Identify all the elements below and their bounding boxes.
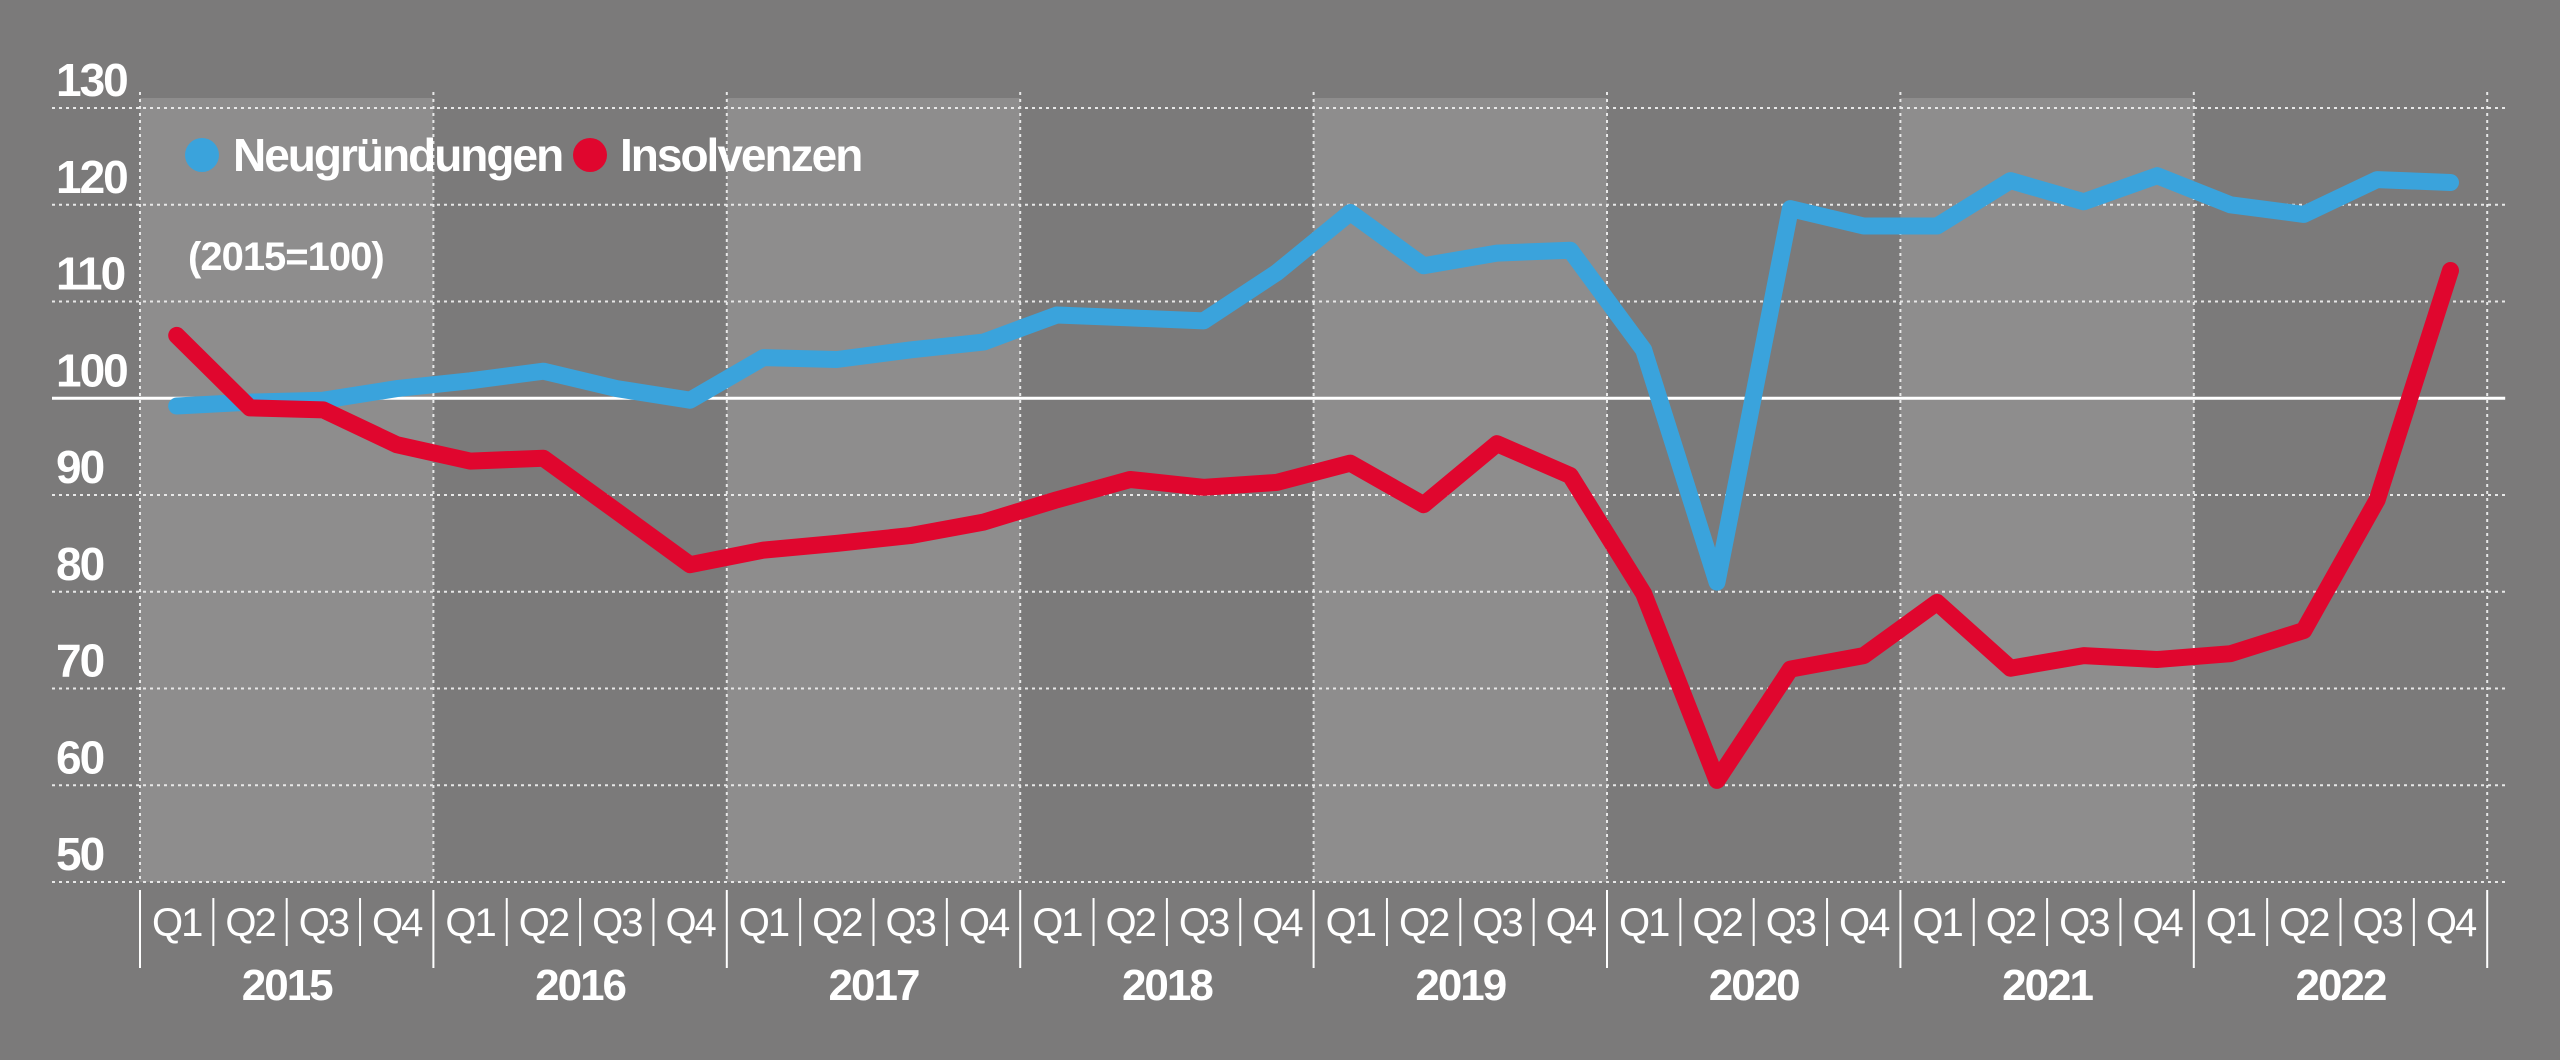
y-tick-label-60: 60 xyxy=(56,731,104,783)
x-year-label-2016: 2016 xyxy=(535,961,625,1010)
x-tick-label-2017-q3: Q3 xyxy=(885,901,935,945)
x-tick-label-2022-q4: Q4 xyxy=(2426,901,2477,945)
x-tick-label-2022-q1: Q1 xyxy=(2206,901,2256,945)
chart-subtitle: (2015=100) xyxy=(188,235,384,279)
series-lines xyxy=(168,167,2459,789)
y-tick-label-50: 50 xyxy=(56,828,104,880)
legend-label-neugruendungen: Neugründungen xyxy=(233,129,562,181)
y-tick-label-80: 80 xyxy=(56,538,104,590)
x-tick-label-2015-q4: Q4 xyxy=(372,901,423,945)
x-tick-label-2017-q1: Q1 xyxy=(739,901,789,945)
x-tick-label-2015-q2: Q2 xyxy=(225,901,275,945)
legend-marker-neugruendungen xyxy=(185,138,219,172)
y-tick-label-90: 90 xyxy=(56,441,104,493)
x-tick-label-2021-q1: Q1 xyxy=(1912,901,1962,945)
x-tick-label-2017-q4: Q4 xyxy=(959,901,1010,945)
x-year-label-2021: 2021 xyxy=(2002,961,2093,1010)
x-tick-label-2015-q3: Q3 xyxy=(299,901,349,945)
x-year-label-2022: 2022 xyxy=(2296,961,2386,1010)
x-tick-label-2018-q3: Q3 xyxy=(1179,901,1229,945)
y-tick-label-70: 70 xyxy=(56,635,104,687)
legend-marker-insolvenzen xyxy=(573,138,607,172)
x-year-label-2018: 2018 xyxy=(1122,961,1213,1010)
series-line-neugruendungen xyxy=(168,167,2459,591)
x-tick-label-2020-q1: Q1 xyxy=(1619,901,1669,945)
x-tick-label-2016-q2: Q2 xyxy=(519,901,569,945)
x-tick-label-2019-q1: Q1 xyxy=(1326,901,1376,945)
legend-label-insolvenzen: Insolvenzen xyxy=(620,129,861,181)
x-year-label-2015: 2015 xyxy=(242,961,333,1010)
x-tick-label-2016-q1: Q1 xyxy=(445,901,495,945)
y-tick-label-120: 120 xyxy=(56,151,127,203)
x-tick-label-2022-q2: Q2 xyxy=(2279,901,2329,945)
y-axis: 50 60 70 80 90 100 110 120 130 xyxy=(56,54,129,880)
x-tick-label-2019-q3: Q3 xyxy=(1472,901,1522,945)
x-tick-label-2018-q1: Q1 xyxy=(1032,901,1082,945)
x-year-label-2017: 2017 xyxy=(829,961,919,1010)
x-tick-label-2018-q4: Q4 xyxy=(1252,901,1303,945)
x-tick-label-2021-q4: Q4 xyxy=(2132,901,2183,945)
x-tick-label-2021-q3: Q3 xyxy=(2059,901,2109,945)
year-band-2021 xyxy=(1900,98,2194,882)
x-tick-label-2016-q4: Q4 xyxy=(665,901,716,945)
x-tick-label-2020-q4: Q4 xyxy=(1839,901,1890,945)
year-band-2017 xyxy=(726,98,1021,882)
x-year-label-2019: 2019 xyxy=(1415,961,1505,1010)
legend: Neugründungen Insolvenzen (2015=100) xyxy=(185,129,863,279)
x-tick-label-2018-q2: Q2 xyxy=(1106,901,1156,945)
x-axis: Q1 Q2 Q3 Q4 2015 Q1 Q2 Q3 Q4 2016 Q1 Q2 Q3 Q4 2017 Q1 Q2… xyxy=(139,890,2489,1010)
x-tick-label-2019-q2: Q2 xyxy=(1399,901,1449,945)
year-band-2022 xyxy=(2193,98,2488,882)
x-tick-label-2021-q2: Q2 xyxy=(1986,901,2036,945)
x-year-label-2020: 2020 xyxy=(1709,961,1799,1010)
x-tick-label-2020-q2: Q2 xyxy=(1692,901,1742,945)
series-line-insolvenzen xyxy=(168,262,2459,789)
year-band-2015 xyxy=(140,98,434,882)
x-tick-label-2017-q2: Q2 xyxy=(812,901,862,945)
x-tick-label-2019-q4: Q4 xyxy=(1546,901,1597,945)
y-tick-label-130: 130 xyxy=(56,54,127,106)
x-tick-label-2020-q3: Q3 xyxy=(1766,901,1816,945)
x-tick-label-2022-q3: Q3 xyxy=(2352,901,2402,945)
x-tick-label-2015-q1: Q1 xyxy=(152,901,202,945)
y-tick-label-100: 100 xyxy=(56,344,127,396)
x-tick-label-2016-q3: Q3 xyxy=(592,901,642,945)
y-tick-label-110: 110 xyxy=(56,248,125,300)
